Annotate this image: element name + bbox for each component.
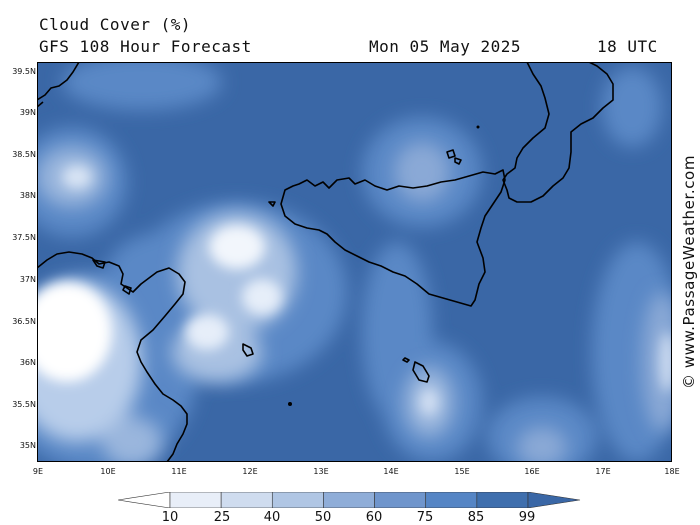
lon-label: 15E	[454, 467, 470, 476]
legend-cell	[271, 492, 324, 508]
legend-cell	[323, 492, 375, 508]
lat-label: 37N	[19, 275, 36, 284]
lon-label: 14E	[383, 467, 399, 476]
legend-tick: 85	[467, 510, 485, 525]
legend-cell	[220, 492, 273, 508]
forecast-date: Mon 05 May 2025	[369, 37, 521, 56]
legend-arrow-left	[118, 492, 171, 508]
lon-label: 17E	[595, 467, 611, 476]
lat-label: 38.5N	[12, 150, 36, 159]
lon-label: 12E	[242, 467, 258, 476]
sicily-coast	[280, 169, 506, 307]
legend-arrow-right	[527, 492, 581, 508]
legend-cell	[374, 492, 427, 508]
cloud-layer-bright	[37, 165, 672, 416]
cloud-cover-map	[37, 62, 672, 462]
lat-label: 35.5N	[12, 400, 36, 409]
malta-coast	[412, 361, 430, 383]
lon-label: 11E	[171, 467, 187, 476]
legend-tick: 99	[518, 510, 536, 525]
credit: © www.PassageWeather.com	[680, 154, 698, 390]
legend-cell	[425, 492, 478, 508]
forecast-time: 18 UTC	[597, 37, 658, 56]
lat-label: 36N	[19, 358, 36, 367]
lon-label: 18E	[664, 467, 680, 476]
lat-label: 35N	[19, 441, 36, 450]
lon-label: 13E	[313, 467, 329, 476]
legend-cells	[169, 492, 529, 508]
legend-tick: 50	[314, 510, 332, 525]
legend-cell	[476, 492, 529, 508]
lat-label: 37.5N	[12, 233, 36, 242]
legend-tick: 40	[263, 510, 281, 525]
legend-cell	[169, 492, 222, 508]
model-run: GFS 108 Hour Forecast	[39, 37, 252, 56]
lat-label: 39N	[19, 108, 36, 117]
tunisia-coast	[37, 251, 188, 462]
sardinia-coast	[37, 62, 80, 101]
title: Cloud Cover (%)	[39, 15, 191, 34]
lat-label: 38N	[19, 191, 36, 200]
legend-tick: 25	[213, 510, 231, 525]
legend-colorbar	[118, 492, 581, 508]
lat-label: 39.5N	[12, 67, 36, 76]
italy-coast	[502, 62, 614, 203]
legend-tick: 75	[416, 510, 434, 525]
lon-label: 16E	[524, 467, 540, 476]
lat-label: 36.5N	[12, 317, 36, 326]
legend-tick: 10	[161, 510, 179, 525]
legend-tick: 60	[365, 510, 383, 525]
lon-label: 9E	[32, 467, 44, 476]
lon-label: 10E	[100, 467, 116, 476]
coastlines	[37, 62, 614, 462]
